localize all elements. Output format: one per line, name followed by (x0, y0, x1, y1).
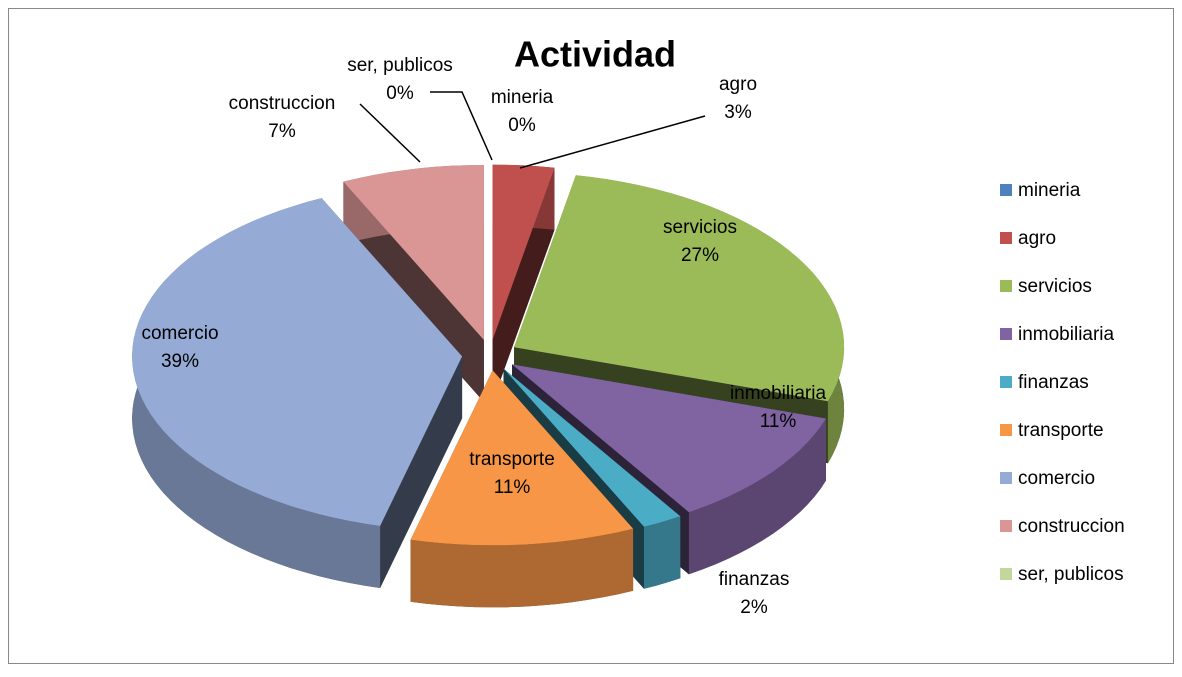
leader-line (519, 115, 706, 169)
data-label-name: ser, publicos (347, 55, 453, 76)
data-label-value: 0% (508, 115, 536, 136)
data-label-name: inmobiliaria (730, 383, 827, 404)
data-label-name: agro (719, 74, 757, 95)
slice-wall (644, 516, 681, 589)
data-label-name: mineria (491, 87, 554, 108)
legend-swatch (1000, 376, 1012, 388)
legend-label: ser, publicos (1018, 564, 1124, 585)
legend-swatch (1000, 472, 1012, 484)
slice-wall (410, 528, 634, 608)
slice-top (492, 164, 555, 340)
legend-label: finanzas (1018, 372, 1089, 393)
slice-top (503, 368, 681, 527)
data-label-name: finanzas (719, 569, 790, 590)
legend-label: construccion (1018, 516, 1125, 537)
data-label-value: 0% (386, 83, 414, 104)
data-label-name: transporte (469, 449, 555, 470)
data-label-name: construccion (229, 93, 336, 114)
legend-swatch (1000, 184, 1012, 196)
legend-label: agro (1018, 228, 1056, 249)
data-label-value: 2% (740, 597, 768, 618)
data-label-name: servicios (663, 217, 737, 238)
leader-line (359, 103, 421, 163)
chart-title: Actividad (514, 34, 676, 75)
legend-swatch (1000, 280, 1012, 292)
legend-label: mineria (1018, 180, 1081, 201)
slice (132, 198, 463, 588)
data-label-value: 3% (724, 102, 752, 123)
data-label-value: 7% (268, 121, 296, 142)
data-label-value: 11% (760, 411, 797, 432)
legend-swatch (1000, 232, 1012, 244)
slice-top (514, 175, 845, 402)
slice-top (410, 370, 634, 546)
data-label-name: comercio (141, 323, 218, 344)
slice-top (132, 198, 463, 526)
slice-top (343, 165, 484, 340)
leader-line (430, 91, 493, 161)
slice (492, 164, 555, 402)
data-label-value: 39% (161, 351, 199, 372)
legend-swatch (1000, 424, 1012, 436)
data-label-value: 27% (681, 245, 719, 266)
slice (410, 370, 634, 608)
legend-swatch (1000, 520, 1012, 532)
legend-label: inmobiliaria (1018, 324, 1115, 345)
slice-side (380, 356, 463, 588)
legend-swatch (1000, 328, 1012, 340)
legend-label: servicios (1018, 276, 1092, 297)
slice-wall (688, 418, 826, 575)
legend-label: transporte (1018, 420, 1104, 441)
slice-top (512, 364, 826, 513)
legend-swatch (1000, 568, 1012, 580)
legend-label: comercio (1018, 468, 1095, 489)
data-label-value: 11% (494, 477, 531, 498)
